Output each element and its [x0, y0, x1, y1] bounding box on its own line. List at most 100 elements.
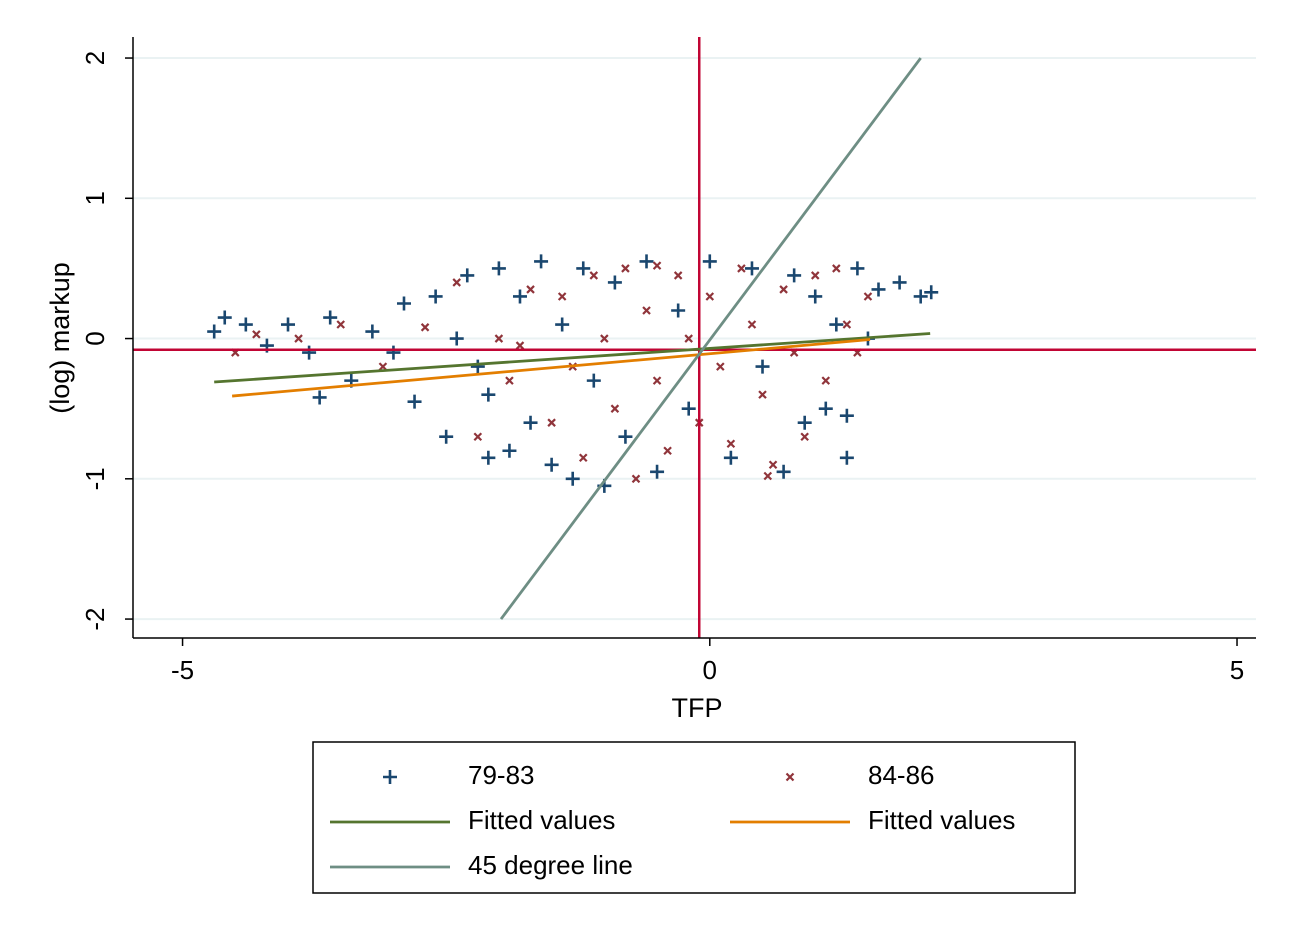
x-tick-label: 5	[1230, 655, 1244, 685]
point	[850, 261, 865, 276]
y-tick-label: 1	[80, 191, 110, 205]
point	[565, 471, 580, 486]
point	[365, 324, 380, 339]
point	[808, 289, 823, 304]
x-tick-label: -5	[171, 655, 194, 685]
point	[460, 268, 475, 283]
y-tick-label: -2	[80, 608, 110, 631]
point	[871, 282, 886, 297]
point	[281, 317, 296, 332]
point	[621, 264, 630, 273]
point	[652, 261, 662, 270]
point	[302, 345, 317, 360]
plot-area	[133, 37, 1256, 638]
point	[470, 359, 485, 374]
point	[557, 292, 567, 301]
point	[913, 289, 928, 304]
fit-line	[499, 57, 922, 620]
point	[217, 310, 232, 325]
point	[512, 289, 527, 304]
point	[481, 387, 496, 402]
fit-line	[214, 332, 931, 384]
point	[386, 345, 401, 360]
point	[747, 320, 757, 329]
point	[892, 275, 907, 290]
fit-line	[231, 338, 871, 398]
point	[829, 317, 844, 332]
point	[312, 390, 327, 405]
point	[452, 278, 461, 287]
point	[642, 306, 651, 315]
point	[639, 254, 654, 269]
point	[758, 390, 767, 399]
point	[787, 268, 802, 283]
point	[481, 450, 496, 465]
point	[673, 271, 683, 280]
point	[755, 359, 770, 374]
point	[396, 296, 411, 311]
point	[600, 334, 609, 343]
point	[768, 460, 778, 470]
point	[726, 439, 736, 449]
point	[238, 317, 253, 332]
point	[607, 275, 622, 290]
y-tick-label: 2	[80, 51, 110, 65]
point	[810, 271, 820, 280]
point	[737, 264, 746, 273]
point	[407, 394, 422, 409]
point	[702, 254, 717, 269]
point	[378, 362, 388, 371]
point	[207, 324, 222, 339]
point	[576, 261, 591, 276]
point	[671, 303, 686, 318]
y-tick-label: 0	[80, 331, 110, 345]
legend-label: Fitted values	[468, 805, 615, 835]
point	[294, 334, 303, 343]
point	[383, 770, 397, 784]
point	[863, 292, 873, 301]
point	[800, 432, 809, 442]
point	[652, 376, 662, 385]
point	[610, 404, 620, 413]
point	[663, 446, 672, 456]
y-tick-label: -1	[80, 467, 110, 490]
point	[589, 271, 599, 280]
y-axis-label: (log) markup	[45, 262, 75, 414]
point	[523, 415, 538, 430]
point	[818, 401, 833, 416]
point	[449, 331, 464, 346]
legend-label: 84-86	[868, 760, 935, 790]
point	[336, 320, 346, 329]
point	[505, 376, 514, 385]
point	[763, 471, 773, 481]
point	[842, 320, 852, 329]
point	[797, 415, 812, 430]
point	[534, 254, 549, 269]
point	[705, 292, 715, 301]
point	[491, 261, 506, 276]
point	[502, 443, 517, 458]
legend-label: Fitted values	[868, 805, 1015, 835]
point	[681, 401, 696, 416]
point	[744, 261, 759, 276]
point	[473, 432, 483, 442]
point	[586, 373, 601, 388]
point	[420, 323, 430, 332]
point	[494, 334, 504, 343]
x-axis-label: TFP	[672, 693, 723, 723]
point	[428, 289, 443, 304]
point	[578, 453, 588, 463]
point	[526, 285, 535, 294]
point	[839, 408, 854, 423]
legend-label: 79-83	[468, 760, 535, 790]
point	[618, 429, 633, 444]
point	[439, 429, 454, 444]
point	[323, 310, 338, 325]
point	[515, 341, 525, 350]
point	[924, 285, 939, 300]
point	[723, 450, 738, 465]
point	[839, 450, 854, 465]
point	[821, 376, 831, 385]
point	[631, 474, 641, 484]
